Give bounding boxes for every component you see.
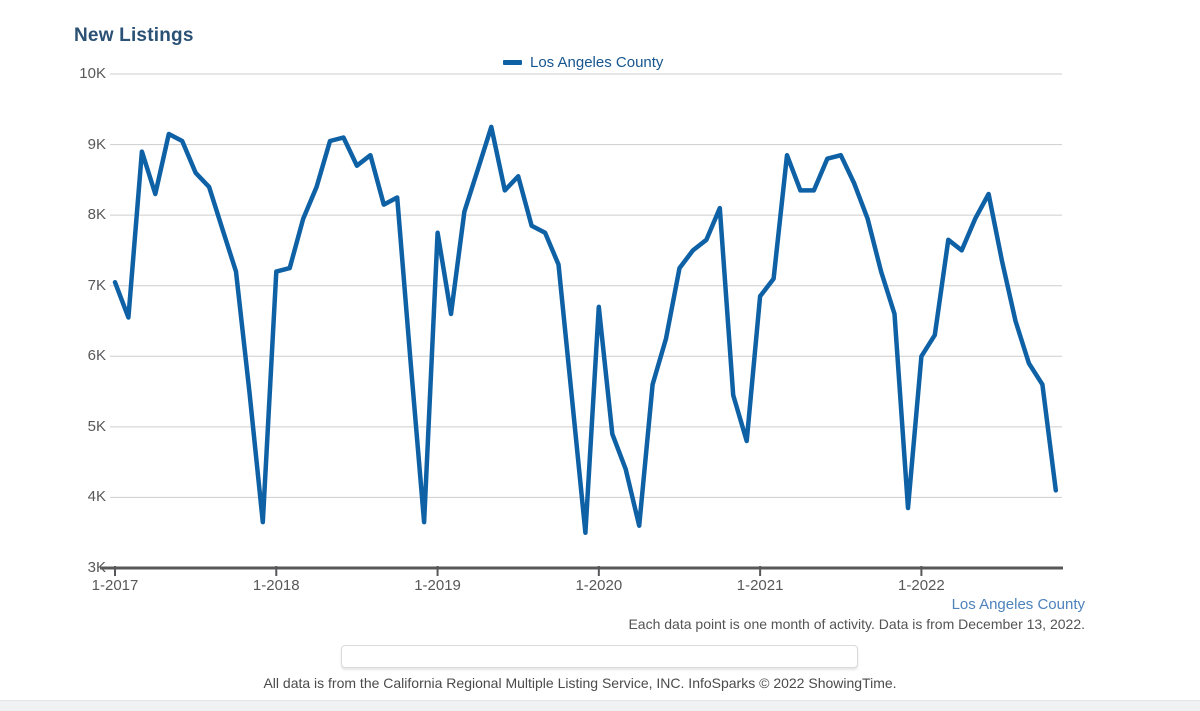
- footnote-panel: [341, 645, 858, 668]
- x-axis-label-1-2022: 1-2022: [898, 577, 945, 594]
- y-axis-label-5K: 5K: [87, 417, 106, 435]
- y-axis-label-3K: 3K: [87, 559, 106, 576]
- series-caption-link[interactable]: Los Angeles County: [951, 596, 1085, 613]
- x-axis-label-1-2019: 1-2019: [414, 577, 461, 594]
- data-note: Each data point is one month of activity…: [628, 616, 1085, 632]
- bottom-strip: [0, 700, 1200, 711]
- footer-attribution: All data is from the California Regional…: [263, 675, 897, 691]
- y-axis-label-6K: 6K: [87, 347, 106, 365]
- y-axis-label-9K: 9K: [87, 135, 106, 153]
- x-axis-label-1-2020: 1-2020: [575, 577, 623, 594]
- y-axis-label-7K: 7K: [87, 276, 106, 294]
- series-line-los-angeles-county: [112, 124, 1059, 535]
- y-axis-label-4K: 4K: [87, 488, 106, 506]
- legend-line-swatch: [503, 59, 522, 65]
- y-axis-label-10K: 10K: [79, 65, 106, 82]
- legend-item-los-angeles-county[interactable]: Los Angeles County: [503, 53, 663, 71]
- legend-label: Los Angeles County: [530, 53, 664, 71]
- page-title: New Listings: [74, 25, 194, 46]
- x-axis-label-1-2017: 1-2017: [91, 577, 139, 594]
- x-axis-label-1-2018: 1-2018: [252, 577, 300, 594]
- y-axis-label-8K: 8K: [87, 206, 106, 224]
- x-axis-label-1-2021: 1-2021: [736, 577, 784, 594]
